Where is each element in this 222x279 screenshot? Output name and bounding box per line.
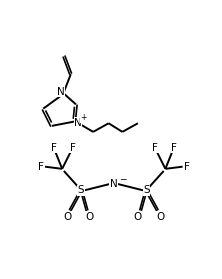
Text: F: F xyxy=(38,162,44,172)
Text: O: O xyxy=(156,211,164,222)
Text: O: O xyxy=(134,211,142,222)
Text: N: N xyxy=(110,179,118,189)
Text: F: F xyxy=(51,143,56,153)
Text: +: + xyxy=(81,113,87,122)
Text: F: F xyxy=(152,143,158,153)
Text: F: F xyxy=(171,143,177,153)
Text: F: F xyxy=(69,143,75,153)
Text: N: N xyxy=(57,87,65,97)
Text: F: F xyxy=(184,162,190,172)
Text: N: N xyxy=(74,118,82,128)
Text: S: S xyxy=(78,185,84,195)
Text: −: − xyxy=(119,174,126,183)
Text: O: O xyxy=(85,211,94,222)
Text: O: O xyxy=(63,211,71,222)
Text: S: S xyxy=(143,185,150,195)
